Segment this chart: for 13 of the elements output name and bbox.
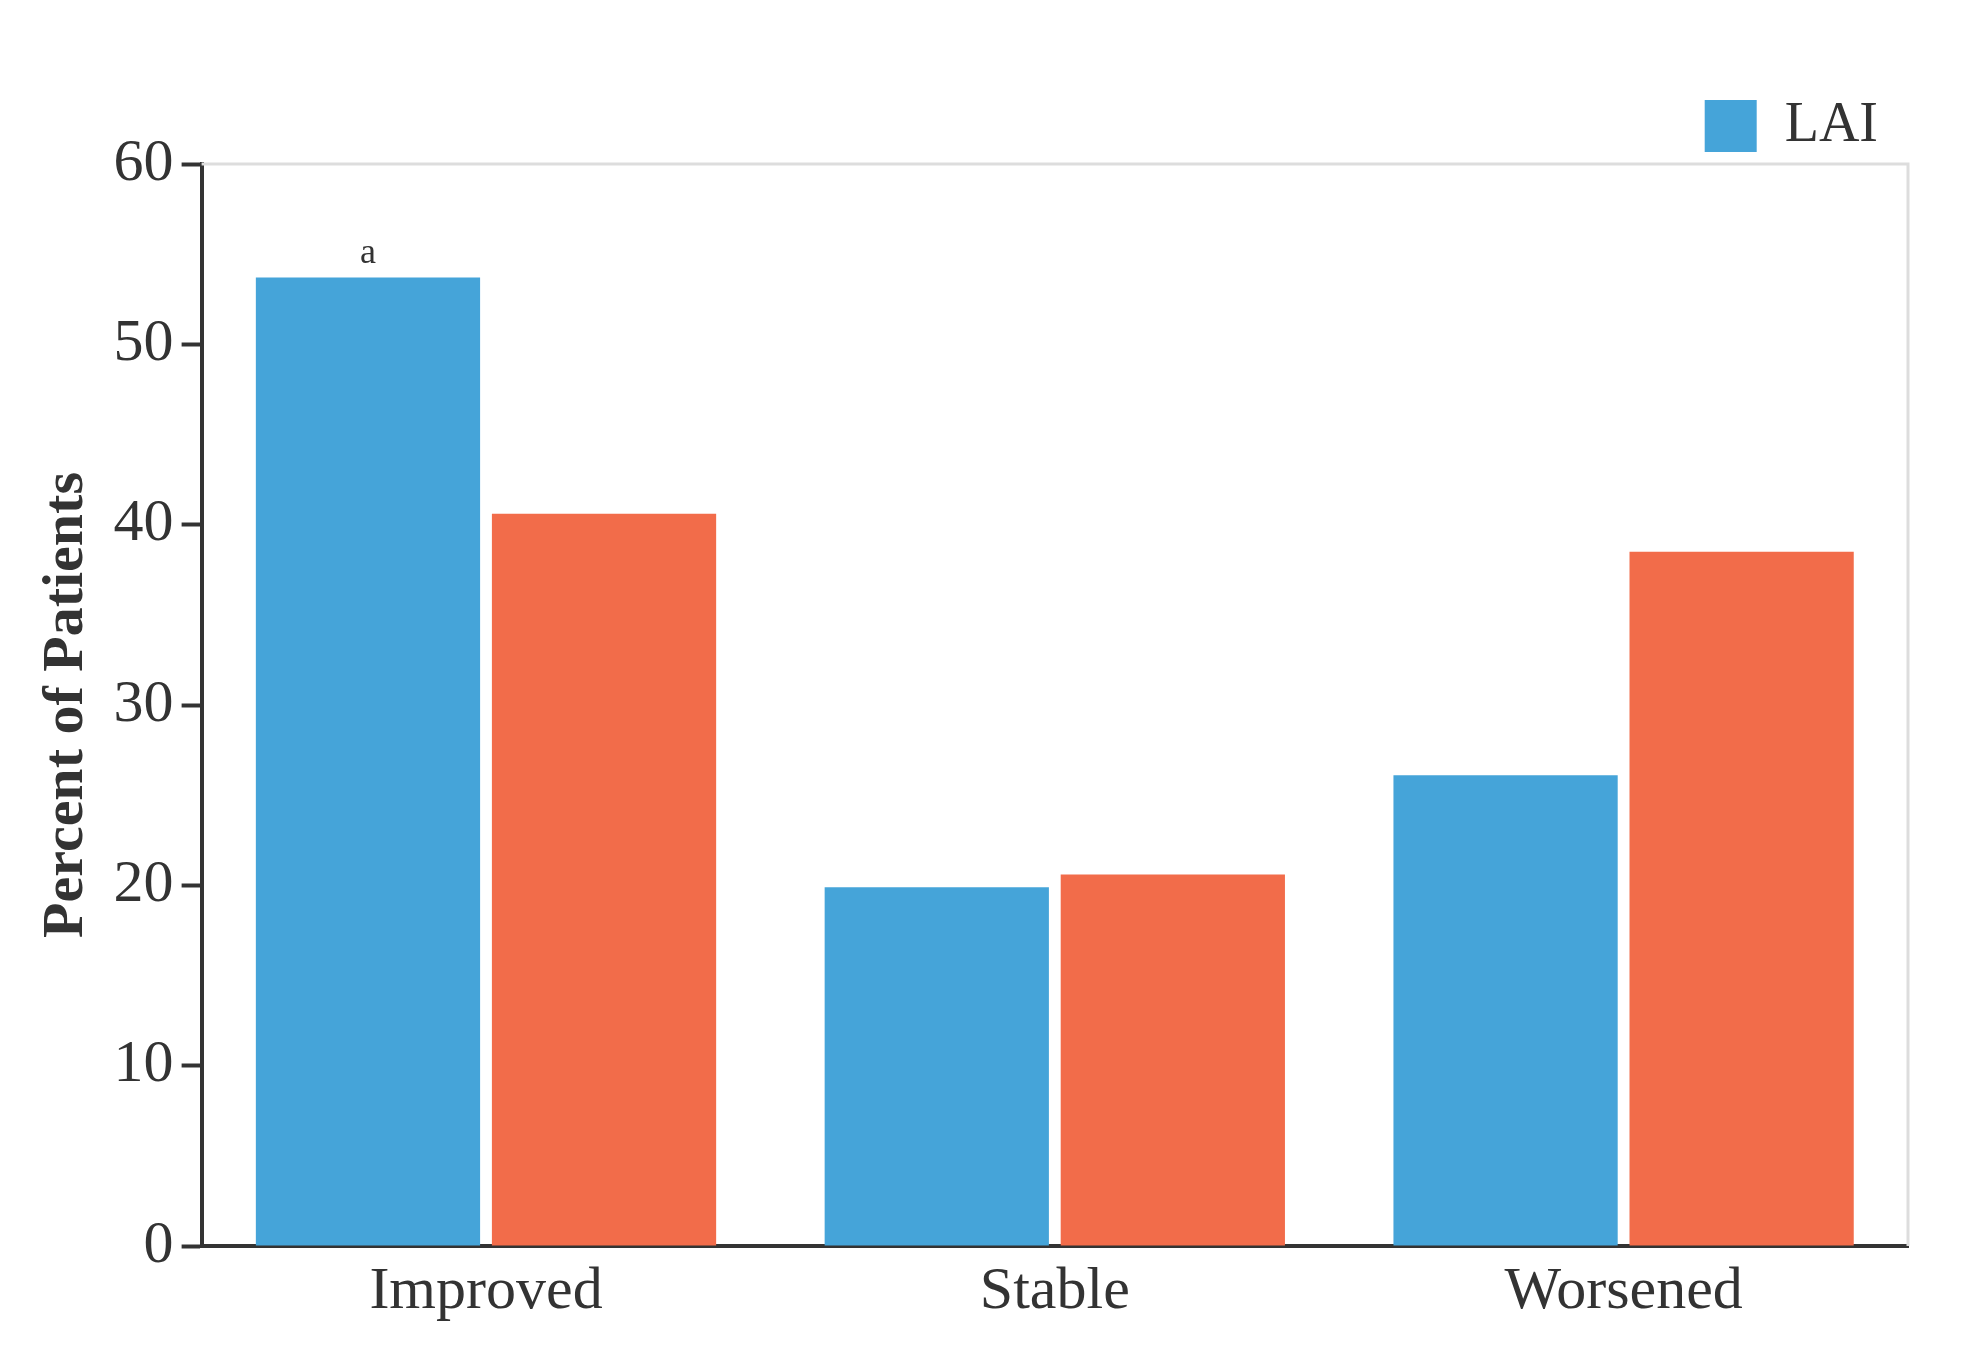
y-tick-label: 50 (113, 307, 174, 374)
x-tick-label: Improved (369, 1254, 603, 1321)
y-tick-label: 20 (113, 848, 174, 915)
legend-label: LAI (1784, 90, 1878, 153)
y-tick-label: 60 (113, 126, 174, 193)
x-tick-label: Worsened (1504, 1254, 1743, 1321)
y-axis-title: Percent of Patients (29, 472, 95, 938)
y-tick-label: 40 (113, 487, 174, 554)
annotation: a (359, 231, 376, 272)
x-tick-label: Stable (979, 1254, 1130, 1321)
y-tick-label: 0 (143, 1208, 174, 1275)
y-tick-label: 30 (113, 667, 174, 734)
y-tick-label: 10 (113, 1028, 174, 1095)
